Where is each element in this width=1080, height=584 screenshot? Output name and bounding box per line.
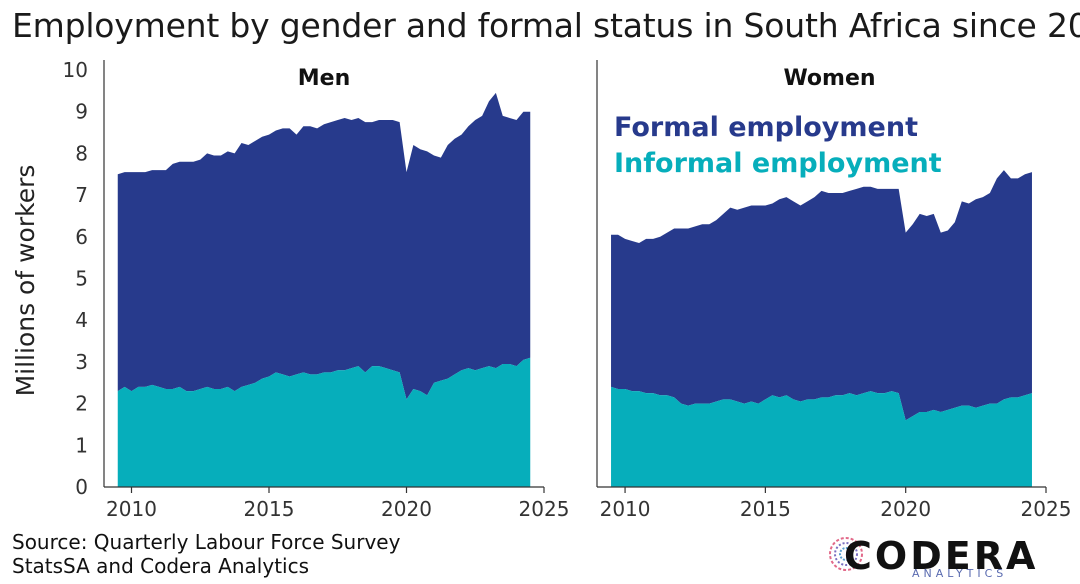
x-tick-label: 2020 <box>880 497 931 521</box>
chart-title: Employment by gender and formal status i… <box>12 6 1080 45</box>
x-tick-label: 2015 <box>244 497 295 521</box>
y-tick-label: 3 <box>75 350 88 374</box>
formal-employment-area <box>117 92 531 400</box>
x-tick-label: 2025 <box>519 497 570 521</box>
source-line-2: StatsSA and Codera Analytics <box>12 554 310 578</box>
panel-title: Women <box>783 66 875 91</box>
y-tick-label: 1 <box>75 433 88 457</box>
legend-formal-employment: Formal employment <box>614 112 918 143</box>
y-tick-label: 8 <box>75 141 88 165</box>
formal-employment-area <box>611 170 1032 421</box>
x-tick-label: 2010 <box>106 497 157 521</box>
logo-name: CODERA <box>844 534 1039 578</box>
x-tick-label: 2015 <box>740 497 791 521</box>
panel-men: 2010 2015 2020 2025 0 1 2 3 4 5 6 7 8 9 10 Millions of … <box>11 58 569 521</box>
y-tick-label: 10 <box>63 58 88 82</box>
source-note: Source: Quarterly Labour Force Survey St… <box>12 530 400 578</box>
y-axis-label: Millions of workers <box>11 165 40 397</box>
y-tick-label: 7 <box>75 183 88 207</box>
source-line-1: Source: Quarterly Labour Force Survey <box>12 530 401 554</box>
logo-mark-icon <box>829 537 863 571</box>
x-tick-label: 2010 <box>600 497 651 521</box>
y-tick-label: 6 <box>75 225 88 249</box>
y-tick-label: 4 <box>75 308 88 332</box>
logo-subtitle: ANALYTICS <box>912 567 1008 580</box>
panel-women: 2010 2015 2020 2025 Women Formal employment In… <box>596 60 1072 521</box>
y-tick-label: 2 <box>75 392 88 416</box>
x-tick-label: 2025 <box>1021 497 1072 521</box>
codera-logo: CODERA ANALYTICS <box>828 530 1068 584</box>
informal-employment-area <box>117 357 531 487</box>
y-tick-label: 9 <box>75 100 88 124</box>
x-tick-label: 2020 <box>381 497 432 521</box>
informal-employment-area <box>611 386 1032 487</box>
y-tick-label: 5 <box>75 267 88 291</box>
legend-informal-employment: Informal employment <box>614 148 942 179</box>
y-tick-label: 0 <box>75 475 88 499</box>
panel-title: Men <box>298 66 350 91</box>
